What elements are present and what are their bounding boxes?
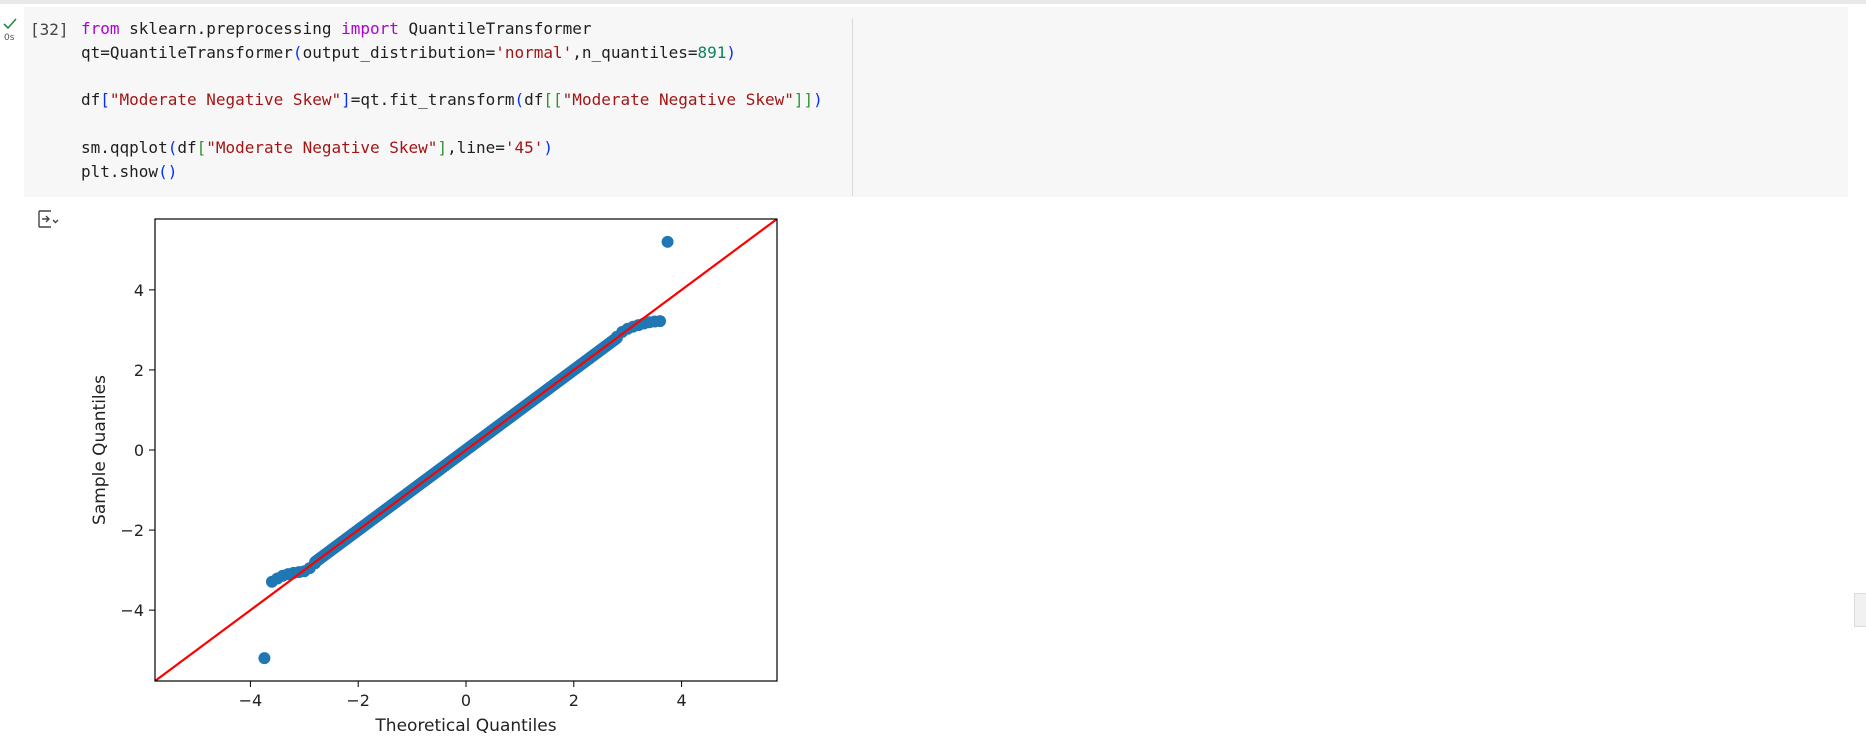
code-token: ( <box>167 138 178 157</box>
y-tick-label: −2 <box>120 521 144 540</box>
code-line[interactable]: qt=QuantileTransformer(output_distributi… <box>81 42 736 64</box>
x-tick-label: 2 <box>569 691 579 710</box>
code-token: import <box>341 19 399 38</box>
x-axis-label: Theoretical Quantiles <box>374 716 556 736</box>
code-line[interactable]: df["Moderate Negative Skew"]=qt.fit_tran… <box>81 89 823 111</box>
code-token: sklearn.preprocessing <box>119 19 342 38</box>
code-token: "Moderate Negative Skew" <box>206 138 438 157</box>
code-token: '45' <box>504 138 544 157</box>
cell-divider <box>852 18 853 196</box>
code-token: 'normal' <box>495 43 573 62</box>
top-divider <box>0 0 1866 4</box>
outlier-point <box>258 652 271 665</box>
code-token: from <box>81 19 120 38</box>
code-token: ) <box>813 90 823 109</box>
output-toggle-icon <box>38 210 59 228</box>
code-token: ] <box>437 138 448 157</box>
code-token: QuantileTransformer <box>398 19 592 38</box>
code-token: ,n_quantiles= <box>572 43 698 62</box>
code-token: sm.qqplot <box>81 138 168 157</box>
code-token: ( <box>514 90 525 109</box>
code-line[interactable]: plt.show() <box>81 161 177 183</box>
code-token: 891 <box>697 43 727 62</box>
y-tick-label: −4 <box>120 601 144 620</box>
y-tick-label: 2 <box>134 361 144 380</box>
code-token: ) <box>543 138 554 157</box>
x-tick-label: −4 <box>239 691 263 710</box>
code-line[interactable]: from sklearn.preprocessing import Quanti… <box>81 18 592 40</box>
code-token: ,line= <box>447 138 505 157</box>
code-token: ) <box>726 43 737 62</box>
code-token: df <box>524 90 544 109</box>
code-token: ]] <box>793 90 814 109</box>
code-token: [ <box>196 138 207 157</box>
reference-line <box>155 219 777 681</box>
code-token: =qt.fit_transform <box>350 90 515 109</box>
y-axis-label: Sample Quantiles <box>90 375 110 525</box>
code-token: "Moderate Negative Skew" <box>109 90 342 109</box>
y-tick-label: 4 <box>134 281 144 300</box>
code-token: output_distribution= <box>302 43 496 62</box>
code-token: ] <box>341 90 351 109</box>
run-time: 0s <box>4 33 15 43</box>
code-token: "Moderate Negative Skew" <box>562 90 794 109</box>
scrollbar[interactable] <box>1854 593 1866 627</box>
output-toggle-button[interactable] <box>36 207 60 231</box>
code-token: [[ <box>543 90 563 109</box>
code-token: plt.show <box>81 162 159 181</box>
check-icon <box>3 18 17 30</box>
x-tick-label: 4 <box>677 691 687 710</box>
code-token: () <box>158 162 178 181</box>
code-token: qt=QuantileTransformer <box>81 43 293 62</box>
code-token: [ <box>100 90 110 109</box>
outlier-point <box>661 235 674 248</box>
data-point <box>654 315 667 328</box>
code-cell[interactable] <box>24 7 1848 197</box>
code-token: df <box>177 138 197 157</box>
code-token: ( <box>292 43 303 62</box>
execution-count[interactable]: [32] <box>30 20 69 39</box>
y-tick-label: 0 <box>134 441 144 460</box>
code-line[interactable]: sm.qqplot(df["Moderate Negative Skew"],l… <box>81 137 553 159</box>
code-token: df <box>81 90 101 109</box>
x-tick-label: −2 <box>346 691 370 710</box>
run-status: 0s <box>3 18 19 48</box>
x-tick-label: 0 <box>461 691 471 710</box>
